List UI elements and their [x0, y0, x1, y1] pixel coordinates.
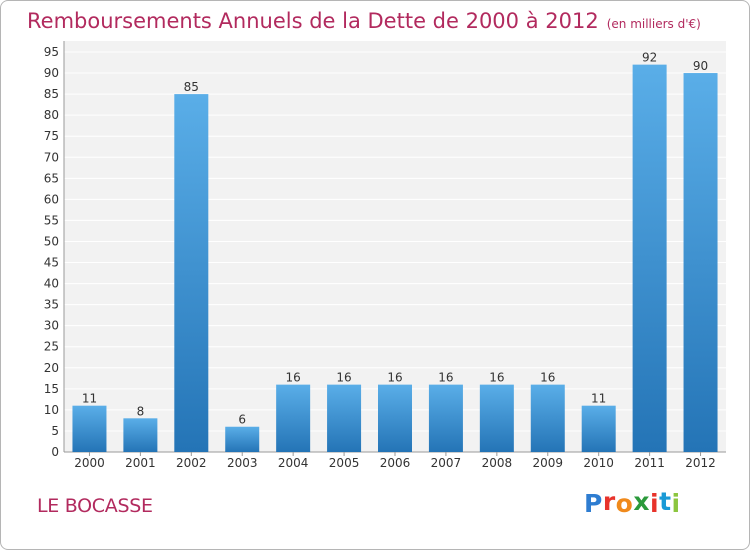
y-tick-label: 85: [44, 87, 59, 101]
bar: [581, 405, 616, 452]
y-tick-label: 30: [44, 319, 59, 333]
logo-letter: P: [584, 489, 603, 518]
bar: [479, 384, 514, 452]
data-label: 16: [540, 371, 555, 385]
data-label: 11: [591, 392, 606, 406]
proxiti-logo: Proxiti: [584, 487, 681, 518]
chart-title-text: Remboursements Annuels de la Dette de 20…: [27, 9, 599, 33]
data-label: 16: [438, 371, 453, 385]
y-tick-label: 45: [44, 256, 59, 270]
logo-letter: x: [633, 487, 650, 516]
logo-letter: i: [650, 489, 660, 518]
logo-letter: t: [659, 487, 672, 516]
y-tick-label: 75: [44, 129, 59, 143]
y-tick-label: 25: [44, 340, 59, 354]
y-tick-label: 70: [44, 150, 59, 164]
bar: [530, 384, 565, 452]
data-label: 90: [693, 59, 708, 73]
bar: [683, 73, 718, 452]
logo-letter: o: [615, 489, 634, 518]
logo-letter: i: [671, 489, 681, 518]
y-tick-label: 40: [44, 277, 59, 291]
y-tick-label: 20: [44, 361, 59, 375]
data-label: 92: [642, 51, 657, 65]
bar: [174, 94, 209, 453]
chart-title: Remboursements Annuels de la Dette de 20…: [27, 9, 701, 33]
y-tick-label: 90: [44, 66, 59, 80]
data-label: 8: [137, 404, 145, 418]
data-label: 85: [184, 80, 199, 94]
chart-unit-label: (en milliers d'€): [606, 17, 701, 31]
x-tick-label: 2008: [482, 456, 513, 470]
y-tick-label: 5: [51, 424, 59, 438]
x-tick-label: 2004: [278, 456, 309, 470]
y-tick-label: 0: [51, 445, 59, 459]
y-tick-label: 80: [44, 108, 59, 122]
x-tick-label: 2006: [380, 456, 411, 470]
bar: [632, 64, 667, 452]
bar: [327, 384, 362, 452]
bar: [225, 426, 260, 452]
data-label: 16: [489, 371, 504, 385]
y-tick-label: 15: [44, 382, 59, 396]
x-tick-label: 2005: [329, 456, 360, 470]
x-tick-label: 2007: [431, 456, 462, 470]
x-tick-label: 2010: [583, 456, 614, 470]
bar: [276, 384, 311, 452]
bar: [123, 418, 158, 452]
x-tick-label: 2003: [227, 456, 258, 470]
x-tick-label: 2002: [176, 456, 207, 470]
x-tick-label: 2000: [74, 456, 105, 470]
y-tick-label: 55: [44, 213, 59, 227]
bar: [428, 384, 463, 452]
y-tick-label: 35: [44, 298, 59, 312]
x-tick-label: 2011: [634, 456, 665, 470]
data-label: 11: [82, 392, 97, 406]
y-tick-label: 50: [44, 234, 59, 248]
data-label: 16: [387, 371, 402, 385]
y-tick-label: 10: [44, 403, 59, 417]
x-tick-label: 2001: [125, 456, 156, 470]
bar: [378, 384, 412, 452]
logo-letter: r: [602, 487, 616, 516]
x-tick-label: 2012: [685, 456, 716, 470]
y-tick-label: 65: [44, 171, 59, 185]
x-tick-label: 2009: [532, 456, 563, 470]
y-tick-label: 60: [44, 192, 59, 206]
y-tick-label: 95: [44, 45, 59, 59]
data-label: 16: [336, 371, 351, 385]
data-label: 16: [286, 371, 301, 385]
bar: [72, 405, 107, 452]
data-label: 6: [238, 413, 246, 427]
place-name: LE BOCASSE: [37, 495, 153, 517]
